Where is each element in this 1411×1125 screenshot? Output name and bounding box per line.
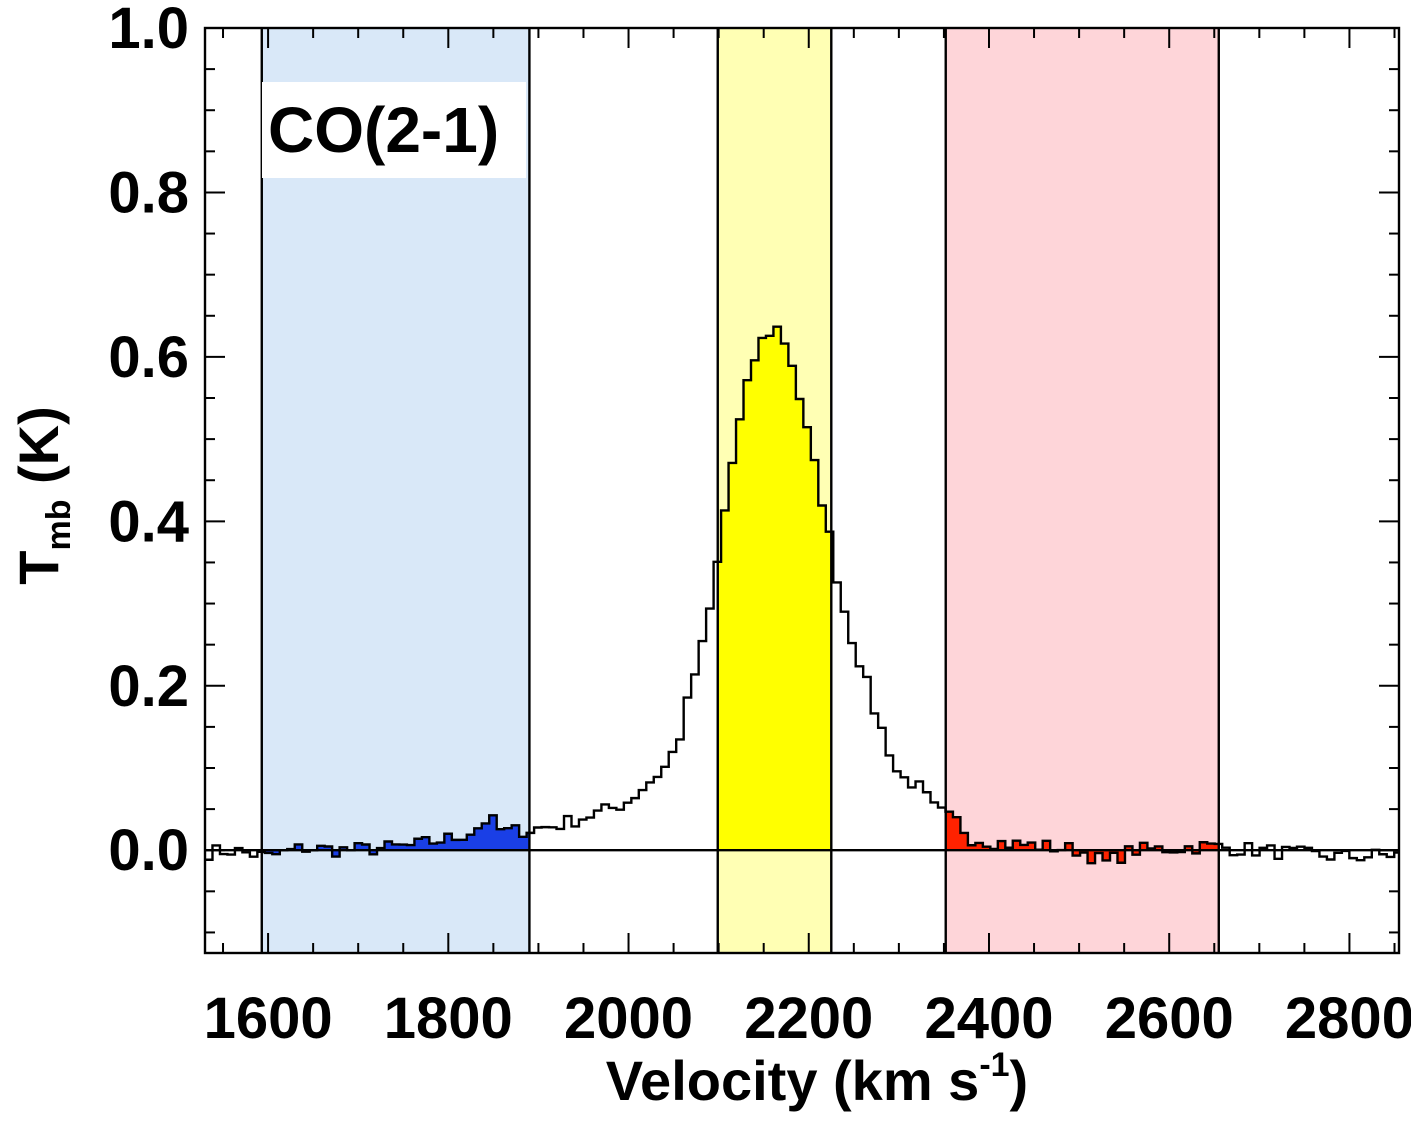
band-edge-lines: [260, 28, 1220, 953]
y-axis-label: Tmb (K): [7, 406, 78, 585]
x-tick-label: 1600: [204, 986, 333, 1051]
x-tick-labels: 1600 1800 2000 2200 2400 2600 2800: [204, 986, 1411, 1051]
y-tick-label: 0.6: [108, 325, 189, 390]
panel-label-background: [262, 82, 526, 178]
spectrum-line: [205, 325, 1399, 865]
y-tick-label: 0.2: [108, 654, 189, 719]
y-tick-labels: 0.0 0.2 0.4 0.6 0.8 1.0: [108, 0, 189, 883]
x-tick-label: 2200: [744, 986, 873, 1051]
blue-band-fill: [261, 815, 530, 857]
yellow-band-fill: [717, 326, 832, 851]
x-tick-label: 2600: [1105, 986, 1234, 1051]
x-axis-label-superscript: -1: [979, 1046, 1009, 1084]
x-tick-label: 2400: [924, 986, 1053, 1051]
y-tick-label: 0.8: [108, 160, 189, 225]
x-axis-label-main: Velocity (km s: [606, 1049, 980, 1112]
y-axis-label-subscript: mb: [40, 500, 78, 551]
x-axis-label-tail: ): [1010, 1049, 1029, 1112]
panel-label: CO(2-1): [268, 94, 499, 166]
y-tick-label: 0.0: [108, 818, 189, 883]
y-tick-label: 0.4: [108, 489, 189, 554]
plot-frame: [203, 26, 1401, 955]
red-band: [945, 28, 1219, 953]
x-tick-label: 1800: [384, 986, 513, 1051]
y-axis-label-tail: (K): [7, 406, 70, 499]
y-tick-label: 1.0: [108, 0, 189, 61]
x-axis-label: Velocity (km s-1): [606, 1046, 1028, 1112]
axis-ticks: [205, 27, 1399, 953]
blue-band: [261, 28, 530, 953]
y-axis-label-main: T: [7, 551, 70, 585]
x-tick-label: 2800: [1285, 986, 1411, 1051]
band-fills: [261, 326, 1219, 864]
x-tick-label: 2000: [564, 986, 693, 1051]
